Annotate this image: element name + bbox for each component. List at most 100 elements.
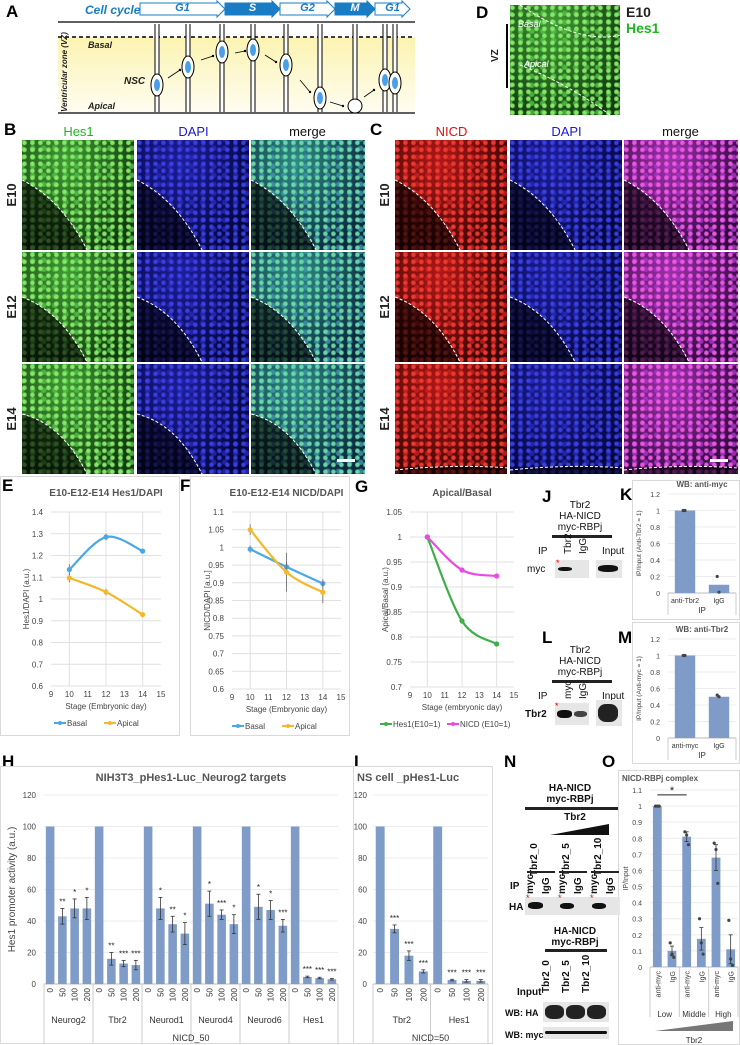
x-tick-label: 15	[510, 691, 519, 700]
y-tick-label: 1	[220, 543, 225, 552]
n-band-marker: *	[558, 893, 562, 903]
blot-j: Tbr2 HA-NICD myc-RBPj IP Tbr2 IgG Input …	[510, 500, 624, 578]
bar-low-igg	[667, 950, 677, 967]
y-tick-label: 0.65	[208, 667, 224, 676]
category-label: 100	[267, 987, 276, 1001]
ventricle-region	[624, 297, 689, 362]
bar-tbr2-100	[404, 955, 414, 984]
y-tick-label: 0	[363, 980, 368, 989]
x-tick-label: 10	[65, 690, 74, 699]
category-label: 0	[46, 987, 55, 992]
ventricle-region	[624, 466, 738, 474]
y-tick-label: 0.9	[32, 617, 44, 626]
category-label: 50	[58, 987, 67, 996]
category-label: 200	[83, 987, 92, 1001]
x-tick-label: 10	[423, 691, 432, 700]
chart-m-anti-tbr2: WB: anti-Tbr2 0 0.2 0.4 0.6 0.8 1 1.2 IP/Input (…	[636, 625, 737, 760]
y-tick-label: 1	[638, 804, 642, 811]
y-tick-label: 1.3	[32, 530, 44, 539]
chart-g-apical-basal: Apical/Basal 0.7 0.75 0.8 0.85 0.9 0.95 1 1.05 9 1…	[380, 488, 519, 729]
y-tick-label: 0.4	[650, 703, 660, 710]
category-label: 50	[107, 987, 116, 996]
y-tick-label: 1.2	[32, 552, 44, 561]
y-tick-label: 0.2	[632, 933, 642, 940]
apical-boundary-line	[22, 179, 88, 250]
j-ip-lanes	[555, 560, 589, 578]
data-point	[283, 569, 290, 575]
l-band-marker: *	[555, 701, 559, 711]
legend-label: NICD (E10=1)	[460, 720, 511, 729]
bar-neurod6-50	[254, 906, 263, 984]
n-ip-lane-label: myc	[557, 873, 568, 894]
b-image-dapi-e14	[137, 364, 249, 474]
category-label: 50	[391, 987, 400, 996]
b-image-hes1-e10	[22, 140, 134, 250]
category-label: 100	[169, 987, 178, 1001]
l-header-line: HA-NICD	[559, 656, 601, 667]
bar-neurod1-100	[168, 924, 177, 984]
j-header-line: myc-RBPj	[557, 522, 603, 533]
y-tick-label: 40	[27, 917, 36, 926]
y-tick-label: 0.7	[391, 683, 403, 692]
basal-label: Basal	[88, 40, 113, 50]
b-column-header: DAPI	[178, 124, 209, 139]
j-band	[598, 565, 618, 572]
y-tick-label: 20	[27, 949, 36, 958]
bar-neurog2-200	[82, 908, 92, 984]
category-label: 50	[254, 987, 263, 996]
cell-cycle-arrows	[139, 0, 411, 19]
j-ip-label: IP	[538, 546, 548, 557]
b-image-dapi-e10	[137, 140, 249, 250]
chart-o-nicd-rbpj: NICD-RBPj complex 0 0.1 0.2 0.3 0.4 0.5 0.6 0.7 0…	[622, 774, 739, 1045]
chart-title: Apical/Basal	[432, 488, 492, 499]
nsc-cell	[215, 24, 229, 112]
significance-label: *	[85, 886, 88, 895]
data-point	[686, 843, 691, 847]
y-tick-label: 20	[358, 949, 367, 958]
panel-i-frame	[353, 766, 493, 1044]
c-row-label: E10	[377, 183, 392, 207]
panel-f-frame	[190, 476, 350, 736]
bar-neurod4-100	[217, 914, 226, 984]
y-tick-label: 0.2	[650, 720, 660, 727]
c-row-label: E12	[377, 295, 392, 319]
y-tick-label: 60	[27, 886, 36, 895]
category-label: 200	[279, 987, 288, 1001]
l-input-lane	[596, 700, 622, 726]
y-tick-label: 0.9	[391, 583, 403, 592]
b-image-merge-e10	[251, 140, 365, 250]
phase-label: M	[350, 2, 360, 14]
blot-n: HA-NICD myc-RBPj Tbr2 Tbr2_0 Tbr2_5 Tbr2…	[505, 775, 620, 1045]
d-apical-label: Apical	[524, 59, 549, 69]
apical-boundary-line	[624, 465, 738, 471]
x-tick-label: 11	[264, 693, 273, 702]
y-tick-label: 0.75	[208, 632, 224, 641]
j-lane-label: Tbr2	[563, 533, 574, 554]
significance-label: *	[670, 785, 675, 797]
x-tick-label: 14	[492, 691, 501, 700]
data-point	[103, 589, 109, 595]
c-row-label: E14	[377, 407, 392, 431]
category-label: 200	[132, 987, 141, 1001]
bar-high-anti-myc	[711, 857, 721, 967]
bar-anti-myc	[674, 655, 696, 738]
category-label: 100	[218, 987, 227, 1001]
l-lane-label: myc	[563, 680, 574, 699]
data-point	[729, 957, 733, 961]
legend-label: Apical	[117, 719, 139, 728]
y-tick-label: 1.1	[213, 508, 225, 517]
n-wb-label: WB: HA	[505, 1008, 539, 1018]
chart-title: WB: anti-Tbr2	[676, 625, 729, 634]
category-label: 100	[462, 987, 471, 1001]
y-tick-label: 0.6	[632, 868, 642, 875]
significance-label: *	[232, 904, 235, 913]
x-tick-label: 9	[230, 693, 235, 702]
significance-label: *	[257, 883, 260, 892]
n-wb-label: WB: myc	[505, 1030, 544, 1040]
n-condition-bar	[591, 871, 619, 873]
d-vz-label: VZ	[490, 49, 501, 62]
group-label: Hes1	[449, 1015, 470, 1025]
x-axis-label: Tbr2	[686, 1036, 703, 1045]
data-point	[66, 575, 72, 581]
y-tick-label: 0.8	[213, 614, 225, 623]
